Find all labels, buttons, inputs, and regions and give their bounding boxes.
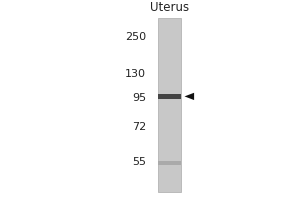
Bar [158,18,181,192]
Text: 55: 55 [132,157,146,167]
Text: 95: 95 [132,93,146,103]
Polygon shape [184,93,194,100]
Bar [158,94,181,99]
Text: Uterus: Uterus [150,1,189,14]
Bar [158,161,181,165]
Text: 130: 130 [125,69,146,79]
Text: 72: 72 [132,122,146,132]
Text: 250: 250 [125,32,146,42]
